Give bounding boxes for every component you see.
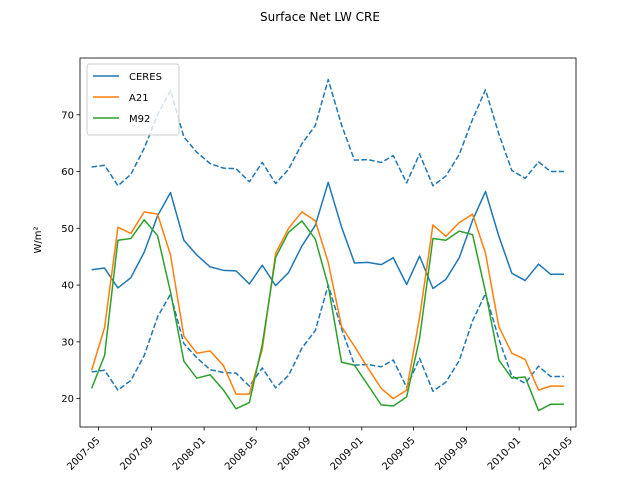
series-line-m92 xyxy=(90,219,564,412)
legend-label-m92: M92 xyxy=(129,114,150,125)
series-line-ceres xyxy=(91,181,564,290)
legend-label-ceres: CERES xyxy=(129,72,162,83)
x-tick-label: 2007-05 xyxy=(65,435,102,472)
plot-frame xyxy=(79,57,577,428)
y-tick-label: 50 xyxy=(61,224,74,235)
y-axis-label: W/m² xyxy=(33,226,44,253)
y-tick-label: 60 xyxy=(61,167,74,178)
x-tick-label: 2009-05 xyxy=(380,435,417,472)
x-tick-label: 2008-05 xyxy=(223,435,260,472)
y-tick-label: 20 xyxy=(61,394,74,405)
x-tick-label: 2009-09 xyxy=(433,435,470,472)
x-tick-label: 2010-01 xyxy=(486,435,523,472)
series-line-a21 xyxy=(90,211,564,400)
series-line-band-2 xyxy=(91,284,564,392)
x-tick-label: 2007-09 xyxy=(118,435,155,472)
chart-title: Surface Net LW CRE xyxy=(260,10,380,24)
legend: CERES A21 M92 xyxy=(86,63,180,136)
x-tick-label: 2009-01 xyxy=(329,435,366,472)
legend-label-a21: A21 xyxy=(129,93,149,104)
x-tick-label: 2008-09 xyxy=(276,435,313,472)
y-tick-label: 30 xyxy=(61,337,74,348)
x-tick-label: 2008-01 xyxy=(171,435,208,472)
y-tick-label: 40 xyxy=(61,281,74,292)
y-tick-label: 70 xyxy=(61,110,74,121)
x-tick-label: 2010-05 xyxy=(538,435,575,472)
